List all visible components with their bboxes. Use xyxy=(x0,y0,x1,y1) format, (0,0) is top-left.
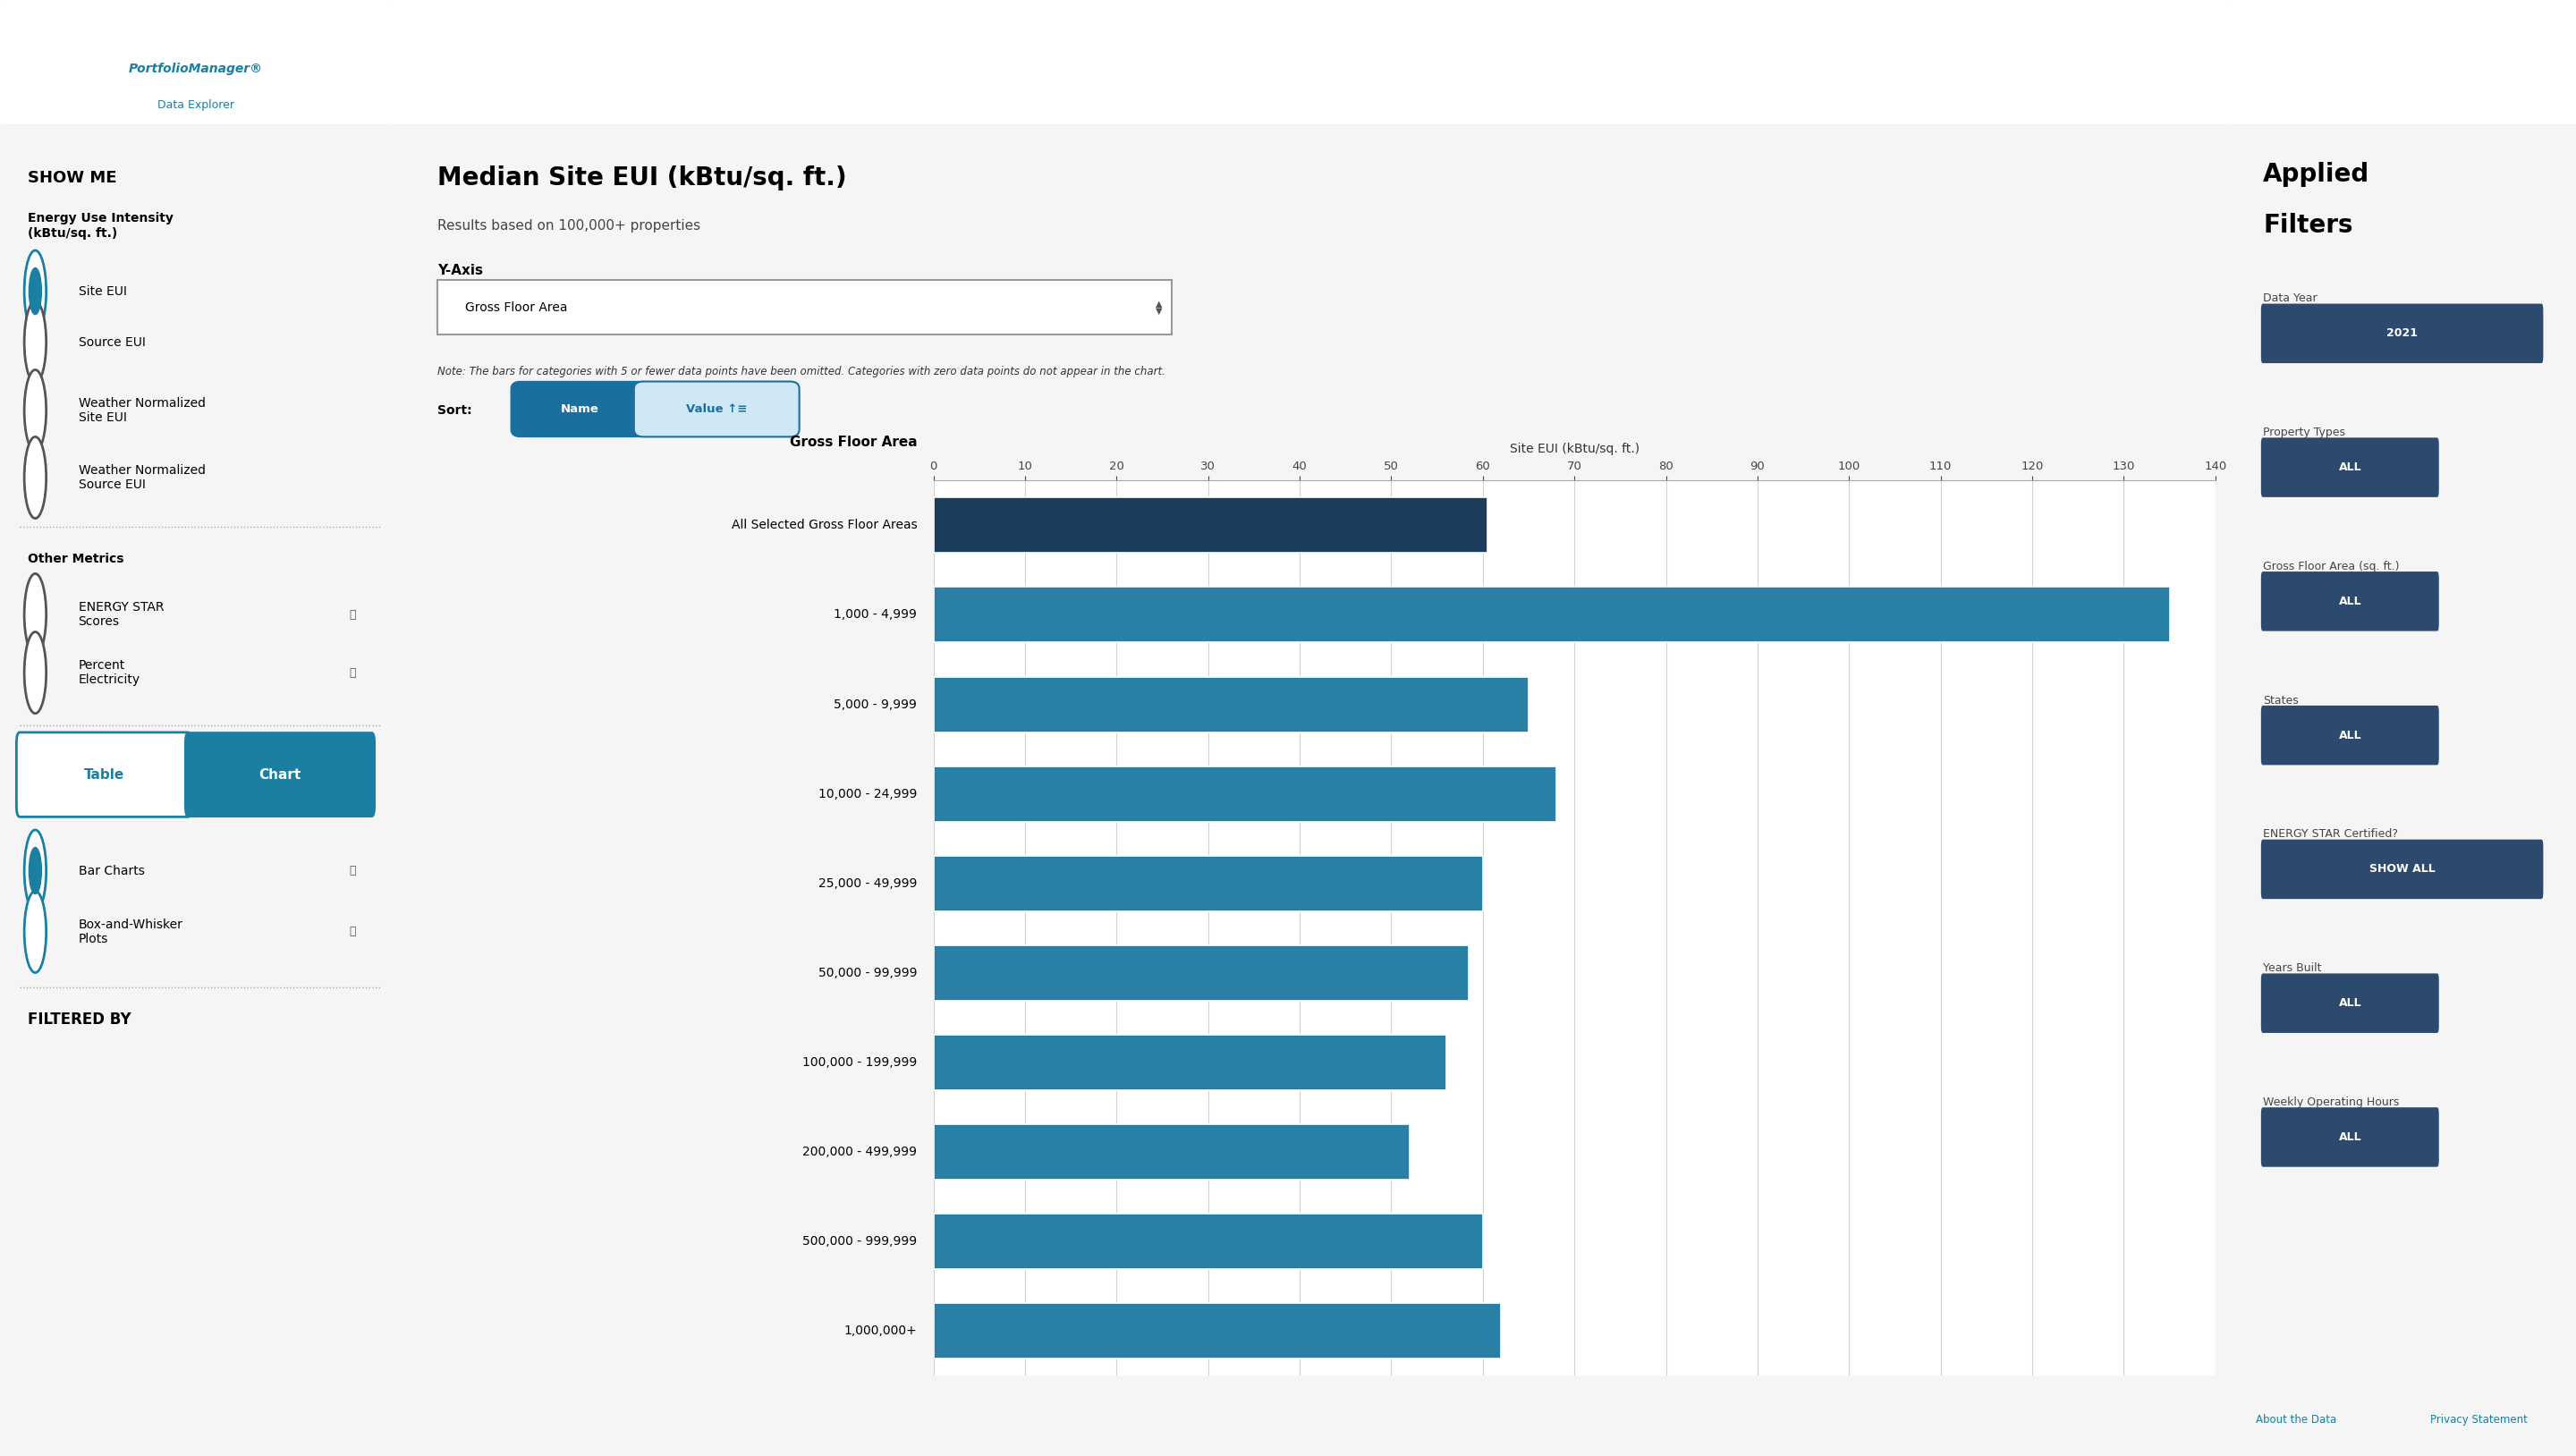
Text: Gross Floor Area (sq. ft.): Gross Floor Area (sq. ft.) xyxy=(2264,561,2398,572)
Text: Years Built: Years Built xyxy=(2264,962,2321,974)
Text: Source EUI: Source EUI xyxy=(77,336,144,348)
Circle shape xyxy=(23,632,46,713)
Text: ▲
▼: ▲ ▼ xyxy=(1157,298,1162,316)
Text: 10,000 - 24,999: 10,000 - 24,999 xyxy=(819,788,917,801)
Bar xyxy=(2228,0,2576,124)
Circle shape xyxy=(23,437,46,518)
Circle shape xyxy=(23,891,46,973)
Bar xyxy=(933,1035,1445,1091)
Circle shape xyxy=(23,370,46,451)
Bar xyxy=(933,498,1486,553)
Text: Privacy Statement: Privacy Statement xyxy=(2429,1414,2527,1425)
Text: All Selected Gross Floor Areas: All Selected Gross Floor Areas xyxy=(732,518,917,531)
Text: Box-and-Whisker
Plots: Box-and-Whisker Plots xyxy=(77,919,183,945)
Text: 50,000 - 99,999: 50,000 - 99,999 xyxy=(819,967,917,980)
FancyBboxPatch shape xyxy=(2262,438,2439,496)
Text: Site EUI: Site EUI xyxy=(77,285,126,297)
Text: Energy Use Intensity
(kBtu/sq. ft.): Energy Use Intensity (kBtu/sq. ft.) xyxy=(28,211,173,240)
Text: States: States xyxy=(2264,695,2298,706)
Text: 1,000,000+: 1,000,000+ xyxy=(845,1325,917,1338)
Text: ALL: ALL xyxy=(2339,997,2362,1009)
Text: ⓘ: ⓘ xyxy=(348,865,355,877)
Bar xyxy=(933,945,1468,1000)
Circle shape xyxy=(23,250,46,332)
Bar xyxy=(933,1124,1409,1179)
Text: FILTERED BY: FILTERED BY xyxy=(28,1010,131,1028)
Text: Other Metrics: Other Metrics xyxy=(28,553,124,565)
FancyBboxPatch shape xyxy=(185,732,376,817)
Text: Y-Axis: Y-Axis xyxy=(438,264,484,278)
Text: Note: The bars for categories with 5 or fewer data points have been omitted. Cat: Note: The bars for categories with 5 or … xyxy=(438,365,1164,377)
Text: Value ↑≡: Value ↑≡ xyxy=(685,403,747,415)
Text: Applied: Applied xyxy=(2264,162,2370,188)
Text: 2021: 2021 xyxy=(2385,328,2419,339)
Bar xyxy=(933,766,1556,821)
Text: 200,000 - 499,999: 200,000 - 499,999 xyxy=(804,1146,917,1159)
FancyBboxPatch shape xyxy=(2262,304,2543,363)
Text: SHOW ME: SHOW ME xyxy=(28,169,116,186)
Bar xyxy=(933,1214,1484,1270)
X-axis label: Site EUI (kBtu/sq. ft.): Site EUI (kBtu/sq. ft.) xyxy=(1510,443,1638,456)
Text: 500,000 - 999,999: 500,000 - 999,999 xyxy=(804,1235,917,1248)
Text: Results based on 100,000+ properties: Results based on 100,000+ properties xyxy=(438,218,701,233)
Text: SHOW ALL: SHOW ALL xyxy=(2370,863,2434,875)
Text: About the Data: About the Data xyxy=(2257,1414,2336,1425)
Text: ALL: ALL xyxy=(2339,729,2362,741)
FancyBboxPatch shape xyxy=(15,732,191,817)
Text: ALL: ALL xyxy=(2339,596,2362,607)
Circle shape xyxy=(23,830,46,911)
Text: Chart: Chart xyxy=(258,767,301,782)
Bar xyxy=(933,1303,1502,1358)
Text: 100,000 - 199,999: 100,000 - 199,999 xyxy=(801,1056,917,1069)
Text: ⓘ: ⓘ xyxy=(348,609,355,620)
Text: ⓘ: ⓘ xyxy=(348,667,355,678)
Text: Data Explorer: Data Explorer xyxy=(157,99,234,111)
Text: Gross Floor Area: Gross Floor Area xyxy=(791,435,917,448)
Text: Weather Normalized
Source EUI: Weather Normalized Source EUI xyxy=(77,464,206,491)
FancyBboxPatch shape xyxy=(2262,572,2439,630)
Circle shape xyxy=(28,268,41,314)
Circle shape xyxy=(28,847,41,894)
Bar xyxy=(933,677,1528,732)
Text: Property Types: Property Types xyxy=(2264,427,2344,438)
FancyBboxPatch shape xyxy=(2262,706,2439,764)
Text: ENERGY STAR
Scores: ENERGY STAR Scores xyxy=(77,601,165,628)
Bar xyxy=(933,587,2169,642)
Text: ALL: ALL xyxy=(2339,462,2362,473)
Circle shape xyxy=(23,574,46,655)
Text: Median Site EUI (kBtu/sq. ft.): Median Site EUI (kBtu/sq. ft.) xyxy=(438,165,848,191)
Text: Data Year: Data Year xyxy=(2264,293,2318,304)
Bar xyxy=(0,0,392,124)
Text: Table: Table xyxy=(82,767,124,782)
Text: Filters: Filters xyxy=(2264,213,2352,239)
FancyBboxPatch shape xyxy=(510,381,649,437)
Text: Weather Normalized
Site EUI: Weather Normalized Site EUI xyxy=(77,397,206,424)
Text: PortfolioManager®: PortfolioManager® xyxy=(129,63,263,74)
Text: 5,000 - 9,999: 5,000 - 9,999 xyxy=(835,697,917,711)
Text: ⓘ: ⓘ xyxy=(348,926,355,938)
Text: Weekly Operating Hours: Weekly Operating Hours xyxy=(2264,1096,2398,1108)
FancyBboxPatch shape xyxy=(634,381,799,437)
Bar xyxy=(933,856,1484,911)
Text: Bar Charts: Bar Charts xyxy=(77,865,144,877)
Text: Name: Name xyxy=(562,403,600,415)
Text: 1,000 - 4,999: 1,000 - 4,999 xyxy=(835,609,917,622)
Text: 25,000 - 49,999: 25,000 - 49,999 xyxy=(819,877,917,890)
Text: Percent
Electricity: Percent Electricity xyxy=(77,660,139,686)
Text: ENERGY STAR Certified?: ENERGY STAR Certified? xyxy=(2264,828,2398,840)
FancyBboxPatch shape xyxy=(2262,974,2439,1032)
Text: Gross Floor Area: Gross Floor Area xyxy=(466,301,567,313)
FancyBboxPatch shape xyxy=(2262,840,2543,898)
Circle shape xyxy=(23,301,46,383)
Bar xyxy=(392,0,2228,124)
Bar xyxy=(438,280,1172,335)
Text: ALL: ALL xyxy=(2339,1131,2362,1143)
Text: Sort:: Sort: xyxy=(438,405,471,416)
Text: VIEWED AS: VIEWED AS xyxy=(28,748,121,766)
FancyBboxPatch shape xyxy=(2262,1108,2439,1166)
